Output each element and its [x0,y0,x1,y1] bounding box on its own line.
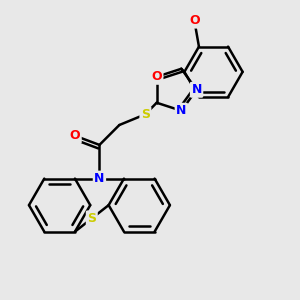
Text: O: O [152,70,162,83]
Text: O: O [70,129,80,142]
Text: N: N [94,172,105,185]
Text: O: O [189,14,200,27]
Text: N: N [191,83,202,96]
Text: S: S [141,108,150,121]
Text: N: N [176,104,187,117]
Text: S: S [87,212,96,225]
